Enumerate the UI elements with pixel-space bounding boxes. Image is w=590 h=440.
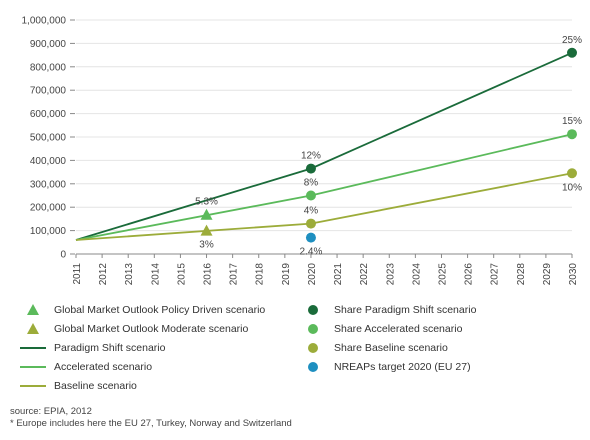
- series-lines: [75, 51, 573, 241]
- x-tick-label: 2018: [255, 263, 266, 286]
- circle-marker: [567, 129, 577, 140]
- circle-marker: [305, 232, 316, 243]
- x-tick-label: 2014: [150, 263, 161, 286]
- x-tick-label: 2024: [411, 263, 422, 286]
- legend-item-share-baseline: Share Baseline scenario: [300, 341, 448, 355]
- triangle-icon: [20, 303, 46, 317]
- x-tick-label: 2013: [124, 263, 135, 286]
- x-tick-label: 2020: [307, 263, 318, 286]
- source-note: source: EPIA, 2012: [10, 406, 92, 417]
- x-tick-label: 2029: [542, 263, 553, 286]
- x-tick-label: 2015: [176, 263, 187, 286]
- circle-marker: [305, 163, 316, 174]
- circle-marker: [305, 218, 316, 229]
- data-label: 8%: [304, 178, 319, 189]
- axes: 0 100,000 200,000 300,000 400,000 500,000 600,…: [22, 16, 580, 286]
- y-tick-label: 0: [60, 250, 66, 261]
- legend-label: Share Paradigm Shift scenario: [334, 304, 477, 316]
- x-tick-label: 2021: [333, 263, 344, 286]
- legend-item-baseline: Baseline scenario: [20, 379, 137, 393]
- circle-icon: [300, 303, 326, 317]
- legend-label: Accelerated scenario: [54, 361, 153, 373]
- series-line: [75, 51, 573, 241]
- data-label: 15%: [562, 116, 582, 127]
- legend-label: NREAPs target 2020 (EU 27): [334, 361, 471, 373]
- circle-marker: [567, 47, 577, 58]
- data-label: 10%: [562, 182, 582, 193]
- legend-item-share-accelerated: Share Accelerated scenario: [300, 322, 462, 336]
- legend-label: Share Baseline scenario: [334, 342, 448, 354]
- legend-item-gmo-policy-driven: Global Market Outlook Policy Driven scen…: [20, 303, 265, 317]
- triangle-marker: [200, 208, 213, 220]
- x-tick-label: 2016: [203, 263, 214, 286]
- y-tick-label: 800,000: [30, 62, 67, 73]
- circle-icon: [300, 341, 326, 355]
- line-swatch-icon: [20, 379, 46, 393]
- legend-item-share-paradigm-shift: Share Paradigm Shift scenario: [300, 303, 476, 317]
- x-tick-label: 2011: [72, 263, 83, 285]
- legend-label: Share Accelerated scenario: [334, 323, 463, 335]
- triangle-marker: [200, 224, 213, 236]
- line-swatch-icon: [20, 360, 46, 374]
- line-swatch-icon: [20, 341, 46, 355]
- footnote: * Europe includes here the EU 27, Turkey…: [10, 418, 292, 429]
- data-label: 2.4%: [300, 247, 323, 258]
- y-tick-label: 600,000: [30, 109, 67, 120]
- x-tick-label: 2023: [385, 263, 396, 286]
- x-tick-label: 2027: [490, 263, 501, 286]
- legend: Global Market Outlook Policy Driven scen…: [10, 303, 590, 403]
- y-tick-label: 500,000: [30, 133, 67, 144]
- x-tick-label: 2012: [98, 263, 109, 286]
- x-tick-label: 2022: [359, 263, 370, 286]
- y-tick-label: 200,000: [30, 203, 67, 214]
- x-tick-label: 2019: [281, 263, 292, 286]
- y-tick-label: 400,000: [30, 156, 67, 167]
- data-label: 4%: [304, 206, 319, 217]
- y-tick-label: 300,000: [30, 179, 67, 190]
- triangle-icon: [20, 322, 46, 336]
- x-tick-label: 2026: [464, 263, 475, 286]
- data-label: 3%: [199, 240, 214, 251]
- grid-lines: [76, 19, 572, 232]
- y-tick-label: 1,000,000: [22, 16, 67, 27]
- circle-marker: [567, 168, 577, 179]
- x-tick-label: 2025: [437, 263, 448, 286]
- legend-label: Baseline scenario: [54, 380, 137, 392]
- data-label: 25%: [562, 35, 582, 46]
- x-tick-label: 2028: [516, 263, 527, 286]
- chart-footer: source: EPIA, 2012 * Europe includes her…: [10, 406, 292, 430]
- legend-item-paradigm-shift: Paradigm Shift scenario: [20, 341, 165, 355]
- legend-item-gmo-moderate: Global Market Outlook Moderate scenario: [20, 322, 248, 336]
- y-tick-label: 100,000: [30, 226, 67, 237]
- y-tick-label: 700,000: [30, 86, 67, 97]
- x-tick-label: 2017: [229, 263, 240, 286]
- circle-icon: [300, 360, 326, 374]
- legend-item-nreaps-target: NREAPs target 2020 (EU 27): [300, 360, 471, 374]
- circle-icon: [300, 322, 326, 336]
- legend-label: Global Market Outlook Moderate scenario: [54, 323, 249, 335]
- data-labels: 25% 15% 10% 12% 8% 4% 2.4% 5.3% 3%: [195, 35, 582, 258]
- legend-item-accelerated: Accelerated scenario: [20, 360, 152, 374]
- legend-label: Paradigm Shift scenario: [54, 342, 166, 354]
- legend-label: Global Market Outlook Policy Driven scen…: [54, 304, 266, 316]
- series-markers: [200, 47, 577, 243]
- circle-marker: [305, 190, 316, 201]
- data-label: 5.3%: [195, 197, 218, 208]
- y-tick-label: 900,000: [30, 39, 67, 50]
- data-label: 12%: [301, 151, 321, 162]
- x-tick-label: 2030: [568, 263, 579, 286]
- line-chart: 0 100,000 200,000 300,000 400,000 500,000 600,…: [22, 16, 583, 286]
